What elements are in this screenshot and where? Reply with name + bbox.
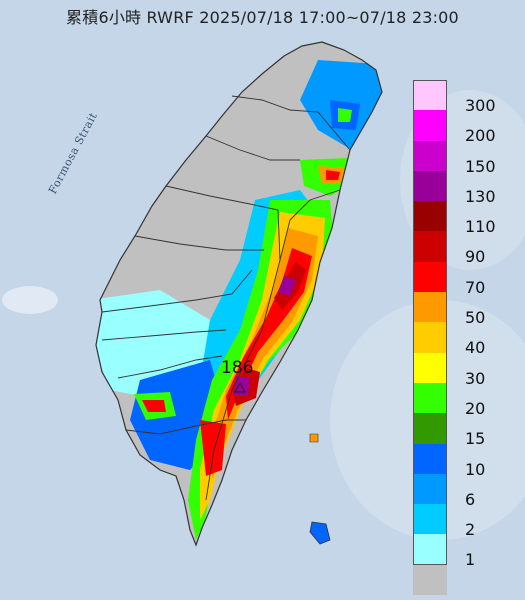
green-island bbox=[309, 433, 319, 443]
legend-row: 2 bbox=[413, 504, 523, 539]
legend-swatch bbox=[413, 352, 447, 383]
legend-swatch bbox=[413, 473, 447, 505]
legend-row: 15 bbox=[413, 413, 523, 448]
legend-row: 200 bbox=[413, 110, 523, 145]
legend-swatch bbox=[413, 413, 447, 444]
legend-swatch bbox=[413, 110, 447, 141]
legend-row: 30 bbox=[413, 352, 523, 388]
peak-marker-triangle bbox=[234, 382, 246, 393]
legend-label: 1 bbox=[465, 550, 476, 570]
legend-row: 50 bbox=[413, 292, 523, 327]
legend-row: 40 bbox=[413, 322, 523, 357]
rain-area-70 bbox=[326, 170, 340, 180]
legend-swatch bbox=[413, 443, 447, 474]
rain-area-70 bbox=[142, 400, 166, 412]
legend-label: 10 bbox=[465, 459, 486, 479]
legend-swatch bbox=[413, 140, 447, 171]
legend-swatch bbox=[413, 201, 447, 232]
legend-label: 40 bbox=[465, 338, 486, 358]
legend-row: 6 bbox=[413, 473, 523, 509]
legend-swatch bbox=[413, 564, 447, 596]
legend-row: 20 bbox=[413, 382, 523, 418]
legend-swatch bbox=[413, 80, 447, 111]
legend-label: 6 bbox=[465, 489, 476, 509]
legend-swatch bbox=[413, 504, 447, 535]
legend-row: 1 bbox=[413, 534, 523, 569]
legend-row bbox=[413, 564, 523, 596]
legend-row: 90 bbox=[413, 231, 523, 266]
legend-swatch bbox=[413, 170, 447, 202]
legend-row: 10 bbox=[413, 443, 523, 479]
legend-row: 300 bbox=[413, 80, 523, 115]
legend-swatch bbox=[413, 231, 447, 262]
rain-area-70 bbox=[200, 420, 226, 476]
legend-swatch bbox=[413, 382, 447, 414]
legend-row: 70 bbox=[413, 261, 523, 297]
rain-area-20 bbox=[338, 108, 352, 122]
legend-swatch bbox=[413, 261, 447, 293]
legend-label: 2 bbox=[465, 520, 476, 540]
legend-swatch bbox=[413, 322, 447, 353]
legend-label: 30 bbox=[465, 368, 486, 388]
legend-row: 110 bbox=[413, 201, 523, 236]
legend-label: 110 bbox=[465, 217, 496, 237]
legend-label: 300 bbox=[465, 96, 496, 115]
orchid-island bbox=[309, 521, 331, 545]
county-boundaries bbox=[95, 41, 383, 547]
color-legend: 300 200 150 130 110 90 70 50 40 30 20 15 10 6 2 1 bbox=[413, 80, 523, 596]
legend-row: 150 bbox=[413, 140, 523, 176]
legend-label: 150 bbox=[465, 156, 496, 176]
legend-swatch bbox=[413, 534, 447, 565]
map-title: 累積6小時 RWRF 2025/07/18 17:00~07/18 23:00 bbox=[66, 8, 459, 27]
legend-label: 200 bbox=[465, 126, 496, 146]
legend-label: 20 bbox=[465, 398, 486, 418]
peak-value-label: 186 bbox=[221, 358, 254, 378]
legend-label: 70 bbox=[465, 277, 486, 297]
legend-row: 130 bbox=[413, 170, 523, 206]
legend-label: 15 bbox=[465, 429, 486, 449]
legend-label: 90 bbox=[465, 247, 486, 267]
legend-swatch bbox=[413, 292, 447, 323]
cloud-cover bbox=[2, 286, 58, 314]
rain-area-130 bbox=[278, 276, 296, 296]
legend-label: 50 bbox=[465, 308, 486, 328]
legend-label: 130 bbox=[465, 186, 496, 206]
